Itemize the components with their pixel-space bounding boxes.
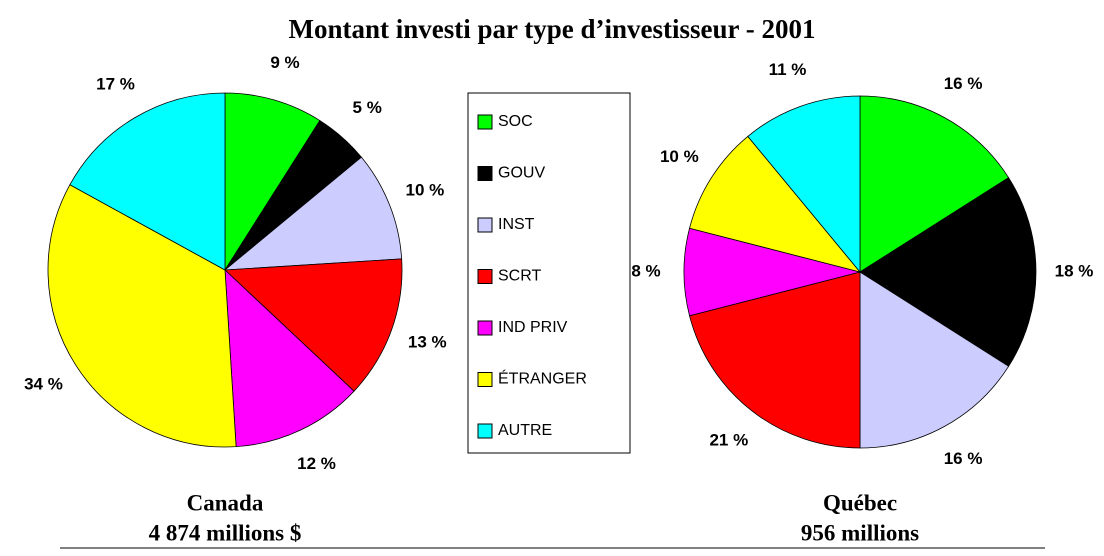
data-label: 21 % [709,431,748,450]
legend-swatch [477,269,493,284]
data-label: 8 % [631,261,660,280]
pie-slice [224,269,355,448]
pie-slice [747,95,861,274]
legend-label: SCRT [498,268,541,285]
data-label: 12 % [297,454,336,473]
data-label: 9 % [270,53,299,72]
data-label: 13 % [408,332,447,351]
pie-slice [69,92,226,271]
legend-label: SOC [498,113,533,130]
legend-label: ÉTRANGER [498,369,587,388]
chart-title: Québec [823,490,897,515]
pie-slice [689,271,861,449]
data-label: 5 % [353,98,382,117]
legend-label: AUTRE [498,422,552,439]
pie-slice [223,156,403,271]
legend-box [467,92,631,454]
legend-swatch [477,114,493,130]
chart-subtitle: 4 874 millions $ [149,520,302,545]
chart-subtitle: 956 millions [801,520,919,545]
pie-slice [224,92,321,272]
data-label: 10 % [660,147,699,166]
pie-slice [224,258,403,392]
data-label: 10 % [406,180,445,199]
pie-slice [859,95,1010,273]
pie-slice [859,177,1037,367]
data-label: 18 % [1055,261,1094,280]
data-label: 34 % [24,375,63,394]
legend-swatch [477,166,493,181]
legend-swatch [477,320,493,336]
data-label: 17 % [96,74,135,93]
pie-slice [683,227,861,317]
data-label: 11 % [769,60,807,79]
legend-label: GOUV [498,165,545,182]
title: Montant investi par type d’investisseur … [288,14,815,44]
legend-swatch [477,423,493,439]
legend-swatch [477,217,493,233]
chart-title: Canada [187,490,264,515]
legend-label: INST [498,216,535,233]
data-label: 16 % [944,449,983,468]
legend-swatch [477,372,493,387]
data-label: 16 % [944,74,983,93]
pie-slice [859,271,1010,449]
pie-slice [689,135,862,273]
legend-label: IND PRIV [498,319,568,336]
